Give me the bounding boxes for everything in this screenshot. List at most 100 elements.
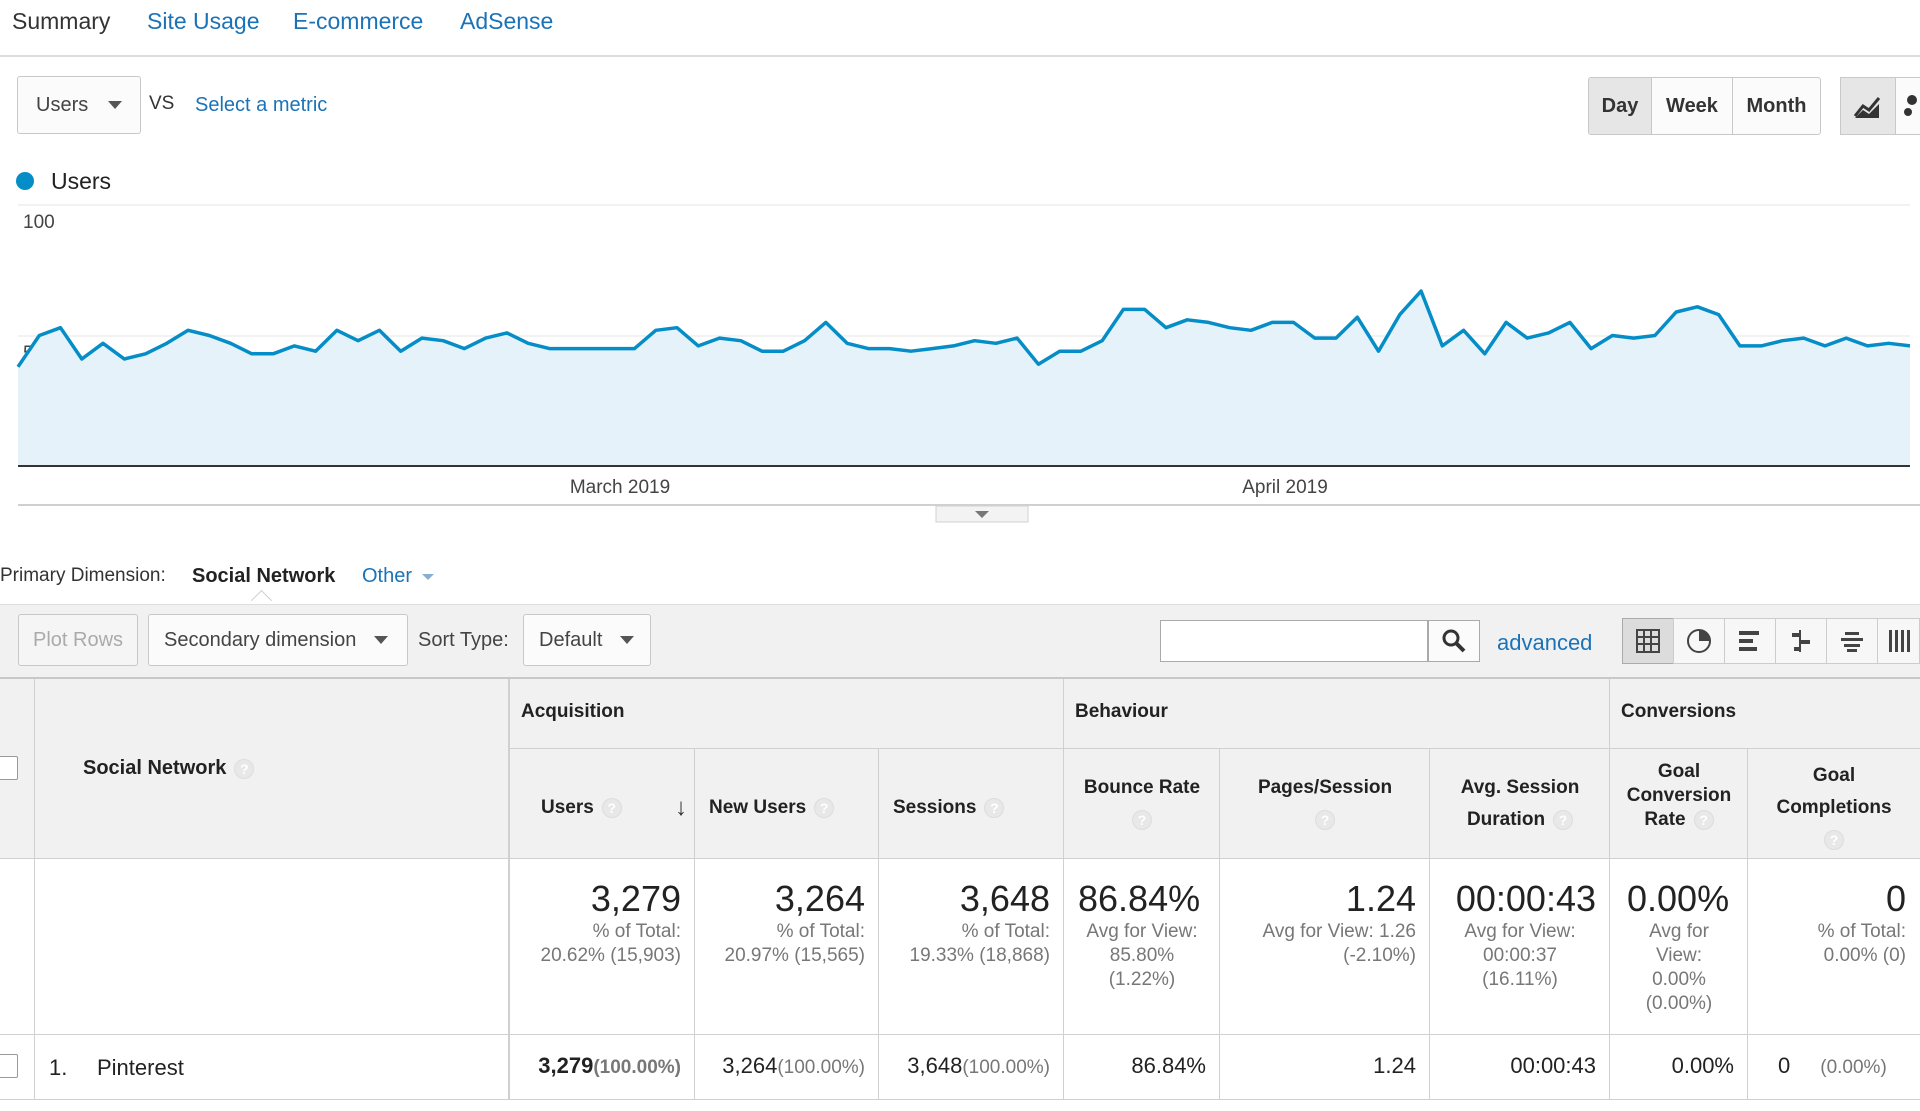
metric-column: [1610, 748, 1748, 1099]
row-percent: (100.00%): [593, 1057, 681, 1078]
metric-column: [1220, 748, 1430, 1099]
metric-header[interactable]: Goal Conversion Rate?: [1610, 760, 1748, 832]
row-value: 86.84%: [1131, 1053, 1206, 1078]
period-month-button[interactable]: Month: [1732, 77, 1821, 135]
metric-total: 3,648: [959, 878, 1050, 919]
view-performance-button[interactable]: [1724, 618, 1776, 664]
help-icon[interactable]: ?: [1132, 809, 1152, 830]
metric-header-label: Conversion: [1626, 785, 1732, 806]
pivot-icon: [1888, 630, 1910, 652]
metric-total-comparison: Avg for View: 0.00% (0.00%): [1645, 921, 1713, 1014]
row-percent: (100.00%): [962, 1057, 1050, 1078]
x-label-april: April 2019: [1242, 477, 1328, 498]
line-chart-button[interactable]: [1840, 77, 1896, 135]
sort-arrow-icon[interactable]: ↓: [675, 794, 687, 821]
search-button[interactable]: [1428, 620, 1480, 662]
other-dimension-link[interactable]: Other: [362, 565, 434, 588]
metric-total-comparison: % of Total: 0.00% (0): [1817, 921, 1906, 966]
motion-chart-button[interactable]: [1895, 77, 1920, 135]
metric-total: 86.84%: [1078, 878, 1201, 919]
help-icon[interactable]: ?: [1553, 809, 1574, 830]
metric-header-label: Pages/Session: [1257, 777, 1393, 798]
metric-header-label: Avg. Session: [1460, 777, 1580, 798]
header-divider: [0, 858, 1920, 859]
view-term-cloud-button[interactable]: [1826, 618, 1878, 664]
help-icon[interactable]: ?: [234, 758, 255, 779]
group-acquisition-label: Acquisition: [521, 701, 625, 722]
metric-total: 00:00:43: [1455, 878, 1596, 919]
motion-chart-icon: [1904, 95, 1917, 116]
row-value: 1.24: [1373, 1053, 1416, 1078]
view-table-button[interactable]: [1622, 618, 1674, 664]
tab-site-usage[interactable]: Site Usage: [147, 8, 260, 34]
tab-summary[interactable]: Summary: [12, 8, 111, 34]
dimension-header[interactable]: Social Network?: [83, 757, 255, 780]
row-metric-value: 00:00:43: [1430, 1053, 1596, 1079]
period-day-button[interactable]: Day: [1588, 77, 1652, 135]
group-acquisition: Acquisition: [509, 679, 1064, 748]
metric-header[interactable]: Goal Completions?: [1748, 760, 1920, 856]
row-bottom-border: [0, 1099, 1920, 1100]
metric-total-comparison: % of Total: 20.97% (15,565): [724, 921, 866, 966]
metric-header[interactable]: Users? ↓: [509, 792, 695, 824]
metric-column: [695, 748, 879, 1099]
secondary-dimension-label: Secondary dimension: [164, 628, 357, 651]
table-search-input[interactable]: [1160, 620, 1428, 662]
row-value: 0: [1778, 1053, 1791, 1078]
row-top-border: [0, 1034, 1920, 1035]
metric-total: 3,264: [774, 878, 865, 919]
metric-header[interactable]: Sessions?: [879, 792, 1064, 824]
chevron-down-icon: [975, 511, 989, 518]
metric-header-label: Users: [541, 797, 594, 818]
select-metric-link[interactable]: Select a metric: [195, 94, 328, 116]
row-value: 0.00%: [1671, 1053, 1734, 1078]
tab-adsense[interactable]: AdSense: [460, 8, 554, 34]
select-all-checkbox[interactable]: [0, 756, 18, 780]
metric-total: 0.00%: [1627, 878, 1730, 919]
grid-table-icon: [1636, 629, 1660, 653]
row-checkbox[interactable]: [0, 1054, 18, 1078]
dimension-column: [35, 679, 509, 1099]
row-metric-value: 3,648(100.00%): [879, 1053, 1050, 1079]
metric-header[interactable]: Bounce Rate?: [1064, 772, 1220, 836]
view-pie-button[interactable]: [1673, 618, 1725, 664]
sort-type-select[interactable]: Default: [523, 614, 651, 666]
plot-rows-label: Plot Rows: [32, 628, 124, 651]
secondary-dimension-select[interactable]: Secondary dimension: [148, 614, 408, 666]
metric-header[interactable]: New Users?: [695, 792, 879, 824]
tab-ecommerce[interactable]: E-commerce: [293, 8, 424, 34]
tabs-divider: [0, 55, 1920, 57]
help-icon[interactable]: ?: [1693, 809, 1714, 830]
search-icon: [1442, 629, 1466, 653]
x-label-march: March 2019: [570, 477, 670, 498]
metric-header[interactable]: Avg. Session Duration?: [1430, 772, 1610, 836]
other-dimension-label: Other: [362, 565, 413, 587]
metric-header-label: Sessions: [893, 797, 977, 818]
metric-header[interactable]: Pages/Session?: [1220, 772, 1430, 836]
metric-column: [1064, 748, 1220, 1099]
help-icon[interactable]: ?: [601, 797, 622, 818]
period-week-label: Week: [1666, 94, 1718, 117]
group-conversions-label: Conversions: [1621, 701, 1737, 722]
view-pivot-button[interactable]: [1877, 618, 1920, 664]
row-metric-value: 0.00%: [1610, 1053, 1734, 1079]
metric-select-value: Users: [36, 93, 89, 116]
help-icon[interactable]: ?: [814, 797, 835, 818]
metric-select[interactable]: Users: [17, 76, 141, 134]
row-metric-value: 3,279(100.00%): [509, 1053, 681, 1079]
advanced-filter-link[interactable]: advanced: [1497, 630, 1593, 655]
view-comparison-button[interactable]: [1775, 618, 1827, 664]
plot-rows-button[interactable]: Plot Rows: [18, 614, 138, 666]
primary-dimension-value[interactable]: Social Network: [192, 565, 336, 587]
metric-total: 0: [1885, 878, 1906, 919]
metric-total-comparison: % of Total: 20.62% (15,903): [540, 921, 682, 966]
metric-header-label: New Users: [709, 797, 807, 818]
help-icon[interactable]: ?: [1315, 809, 1335, 830]
row-value: 00:00:43: [1510, 1053, 1596, 1078]
row-pinterest-link[interactable]: Pinterest: [97, 1055, 184, 1080]
period-week-button[interactable]: Week: [1651, 77, 1733, 135]
row-metric-value: 86.84%: [1064, 1053, 1206, 1079]
users-chart: 100 50 March 2019 April 2019: [16, 204, 1920, 523]
help-icon[interactable]: ?: [1824, 829, 1844, 850]
help-icon[interactable]: ?: [984, 797, 1005, 818]
